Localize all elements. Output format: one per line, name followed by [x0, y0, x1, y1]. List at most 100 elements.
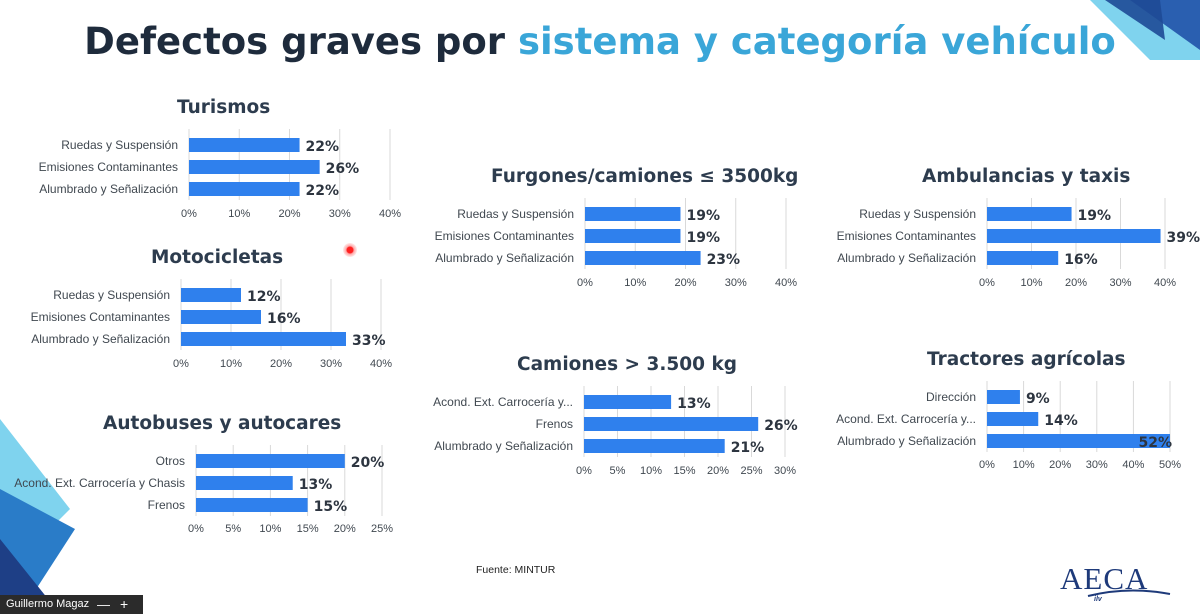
tick-label: 10% — [1020, 277, 1042, 289]
bar — [987, 390, 1020, 404]
bar — [196, 476, 293, 490]
value-label: 19% — [686, 230, 720, 246]
tick-label: 5% — [225, 523, 241, 535]
chart-title: Turismos — [177, 97, 271, 118]
chart-furgones: Furgones/camiones ≤ 3500kg 0% 10% 20% 30% 40… — [410, 164, 810, 294]
category-label: Acond. Ext. Carrocería y... — [836, 412, 976, 426]
tick-label: 20% — [1065, 277, 1087, 289]
category-label: Emisiones Contaminantes — [31, 310, 170, 324]
category-label: Alumbrado y Señalización — [31, 332, 170, 346]
slide-title-accent: sistema y categoría vehículo — [517, 20, 1116, 63]
chart-tractores: Tractores agrícolas 0% 10% 20% 30% 40% 50% Dir… — [810, 347, 1200, 477]
bar — [181, 332, 346, 346]
chart-plot: 0% 10% 20% 30% 40% 50% Dirección 9% Acond. Ext. … — [836, 381, 1181, 471]
value-label: 15% — [314, 499, 348, 515]
value-label: 26% — [764, 418, 798, 434]
bar — [181, 288, 241, 302]
value-label: 26% — [326, 161, 360, 177]
category-label: Ruedas y Suspensión — [61, 138, 178, 152]
tick-label: 0% — [173, 358, 189, 370]
source-note: Fuente: MINTUR — [476, 564, 556, 576]
tick-label: 10% — [228, 208, 250, 220]
category-label: Dirección — [926, 390, 976, 404]
bar — [987, 207, 1072, 221]
bar — [189, 182, 300, 196]
value-label: 13% — [677, 396, 711, 412]
aeca-logo: AECA ilv — [1060, 561, 1171, 602]
chart-ambulancias: Ambulancias y taxis 0% 10% 20% 30% 40% Ruedas… — [810, 164, 1200, 294]
category-label: Ruedas y Suspensión — [859, 207, 976, 221]
tick-label: 10% — [220, 358, 242, 370]
tick-label: 20% — [270, 358, 292, 370]
category-label: Emisiones Contaminantes — [39, 160, 178, 174]
tick-label: 25% — [371, 523, 393, 535]
tick-label: 15% — [297, 523, 319, 535]
value-label: 16% — [1064, 252, 1098, 268]
chart-plot: 0% 5% 10% 15% 20% 25% 30% Acond. Ext. Carrocerí… — [433, 386, 798, 477]
bar — [584, 439, 725, 453]
tick-label: 0% — [577, 277, 593, 289]
chart-plot: 0% 10% 20% 30% 40% Ruedas y Suspensión 19% Emis… — [435, 198, 797, 289]
value-label: 12% — [247, 289, 281, 305]
value-label: 19% — [686, 208, 720, 224]
tick-label: 20% — [707, 465, 729, 477]
bar — [189, 138, 300, 152]
bar — [585, 207, 681, 221]
value-label: 16% — [267, 311, 301, 327]
corner-decoration-bottom-left — [0, 419, 75, 614]
category-label: Acond. Ext. Carrocería y... — [433, 395, 573, 409]
tick-label: 40% — [379, 208, 401, 220]
chart-title: Camiones > 3.500 kg — [517, 354, 738, 375]
category-label: Emisiones Contaminantes — [837, 229, 976, 243]
tick-label: 30% — [1086, 459, 1108, 471]
tick-label: 30% — [725, 277, 747, 289]
category-label: Acond. Ext. Carrocería y Chasis — [14, 476, 185, 490]
slide-title-main: Defectos graves por — [84, 20, 506, 63]
value-label: 9% — [1026, 391, 1050, 407]
bar — [196, 498, 308, 512]
tick-label: 10% — [259, 523, 281, 535]
tick-label: 50% — [1159, 459, 1181, 471]
chart-title: Motocicletas — [151, 247, 284, 268]
tick-label: 30% — [320, 358, 342, 370]
tick-label: 30% — [774, 465, 796, 477]
bar — [987, 412, 1039, 426]
slide-title: Defectos graves por sistema y categoría … — [0, 20, 1200, 63]
presenter-bar: Guillermo Magaz — + — [0, 595, 143, 614]
chart-camiones: Camiones > 3.500 kg 0% 5% 10% 15% 20% 25% 30% A… — [410, 352, 810, 482]
chart-turismos: Turismos 0% 10% 20% 30% 40% Ruedas y Suspensi… — [0, 95, 410, 230]
category-label: Emisiones Contaminantes — [435, 229, 574, 243]
category-label: Alumbrado y Señalización — [837, 434, 976, 448]
tick-label: 0% — [979, 459, 995, 471]
category-label: Ruedas y Suspensión — [53, 288, 170, 302]
laser-pointer — [343, 243, 357, 257]
tick-label: 40% — [370, 358, 392, 370]
bar — [987, 434, 1170, 448]
tick-label: 5% — [610, 465, 626, 477]
tick-label: 30% — [329, 208, 351, 220]
minimize-button[interactable]: — — [97, 597, 110, 612]
value-label: 20% — [351, 455, 385, 471]
category-label: Alumbrado y Señalización — [39, 182, 178, 196]
chart-motocicletas: Motocicletas 0% 10% 20% 30% 40% Ruedas y Susp… — [0, 245, 410, 380]
corner-decoration-top-right — [1090, 0, 1200, 60]
tick-label: 20% — [674, 277, 696, 289]
value-label: 22% — [306, 139, 340, 155]
chart-plot: 0% 10% 20% 30% 40% Ruedas y Suspensión 19% Emis… — [837, 198, 1200, 289]
chart-plot: 0% 5% 10% 15% 20% 25% Otros 20% Acond. Ext. Carr… — [14, 445, 393, 535]
tick-label: 0% — [181, 208, 197, 220]
bar — [584, 417, 759, 431]
category-label: Ruedas y Suspensión — [457, 207, 574, 221]
bar — [181, 310, 261, 324]
bar — [987, 229, 1161, 243]
expand-button[interactable]: + — [120, 596, 129, 612]
category-label: Otros — [156, 454, 185, 468]
logo-subtext: ilv — [1094, 596, 1103, 602]
value-label: 39% — [1167, 230, 1200, 246]
chart-plot: 0% 10% 20% 30% 40% Ruedas y Suspensión 12% Emis… — [31, 279, 392, 370]
bar — [987, 251, 1059, 265]
tick-label: 0% — [979, 277, 995, 289]
bar — [585, 251, 701, 265]
tick-label: 20% — [1049, 459, 1071, 471]
tick-label: 20% — [278, 208, 300, 220]
